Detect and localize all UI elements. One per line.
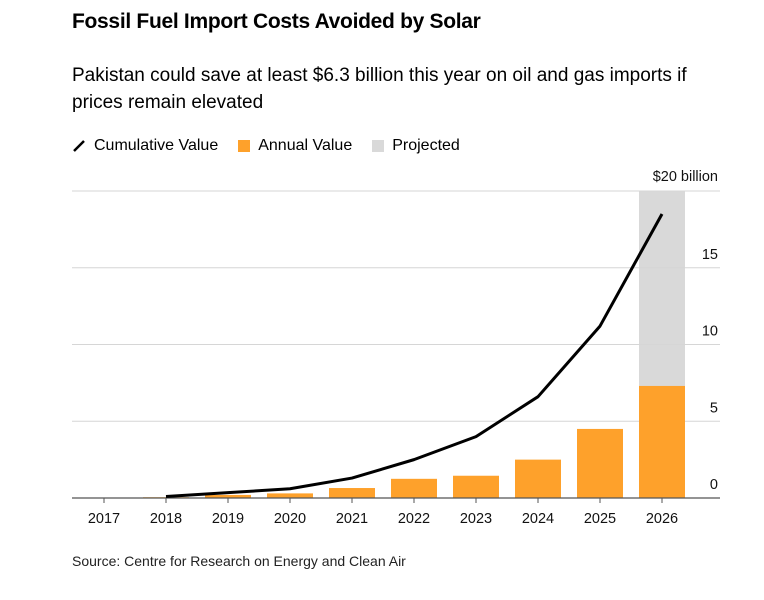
bar-2026	[639, 385, 685, 498]
legend-label: Projected	[392, 137, 460, 154]
bar-2025	[577, 428, 623, 498]
y-tick-label: 10	[702, 324, 718, 340]
x-tick-label: 2020	[274, 511, 306, 527]
x-tick-label: 2026	[646, 511, 678, 527]
chart-title: Fossil Fuel Import Costs Avoided by Sola…	[72, 10, 481, 33]
bar-2022	[391, 478, 437, 498]
y-tick-label: 5	[710, 400, 718, 416]
bar-2024	[515, 459, 561, 498]
bar-2021	[329, 488, 375, 498]
y-tick-label: $20 billion	[653, 169, 718, 185]
bar-2020	[267, 493, 313, 498]
x-tick-label: 2019	[212, 511, 244, 527]
x-tick-label: 2024	[522, 511, 554, 527]
source-note: Source: Centre for Research on Energy an…	[72, 553, 406, 569]
legend-item-annual: Annual Value	[238, 137, 352, 155]
y-tick-label: 15	[702, 247, 718, 263]
legend-label: Annual Value	[258, 137, 353, 154]
legend-label: Cumulative Value	[94, 137, 219, 154]
x-tick-label: 2022	[398, 511, 430, 527]
x-tick-label: 2023	[460, 511, 492, 527]
bar-swatch-icon	[238, 140, 251, 152]
legend: Cumulative Value Annual Value Projected	[72, 137, 460, 155]
x-tick-label: 2017	[88, 511, 120, 527]
y-tick-label: 0	[710, 477, 718, 493]
shade-swatch-icon	[372, 140, 385, 152]
line-swatch-icon	[73, 140, 85, 152]
legend-item-cumulative: Cumulative Value	[72, 137, 218, 155]
bar-2023	[453, 475, 499, 498]
chart-subtitle: Pakistan could save at least $6.3 billio…	[72, 65, 687, 113]
x-tick-label: 2025	[584, 511, 616, 527]
x-tick-label: 2021	[336, 511, 368, 527]
x-tick-label: 2018	[150, 511, 182, 527]
legend-item-projected: Projected	[372, 137, 460, 155]
bar-2019	[205, 494, 251, 498]
